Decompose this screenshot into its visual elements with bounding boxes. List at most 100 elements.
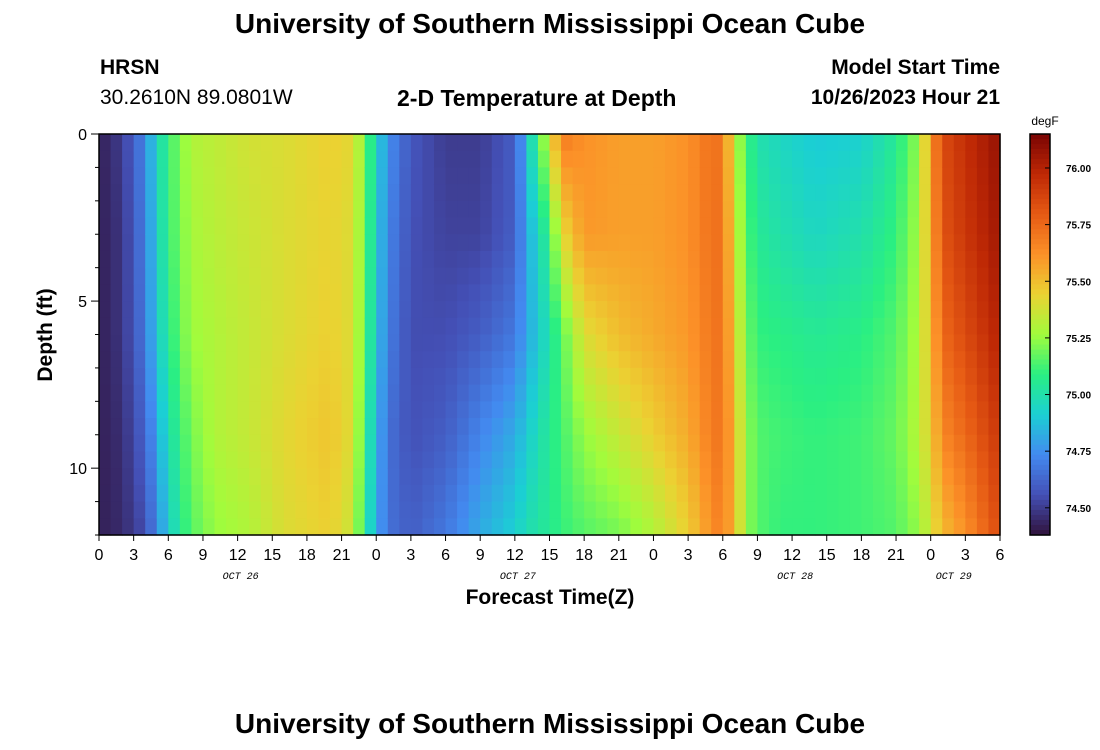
heatmap-cell — [491, 250, 504, 269]
heatmap-cell — [410, 384, 424, 402]
heatmap-cell — [237, 317, 250, 336]
heatmap-cell — [457, 451, 470, 469]
heatmap-cell — [306, 518, 320, 536]
heatmap-cell — [110, 184, 123, 202]
heatmap-cell — [179, 284, 193, 302]
heatmap-cell — [295, 451, 308, 469]
heatmap-cell — [849, 284, 862, 302]
heatmap-cell — [306, 418, 320, 436]
heatmap-cell — [595, 284, 608, 302]
heatmap-cell — [630, 334, 643, 352]
heatmap-cell — [745, 384, 759, 402]
heatmap-cell — [561, 134, 574, 152]
heatmap-cell — [133, 317, 146, 336]
heatmap-cell — [561, 434, 574, 453]
heatmap-cell — [711, 468, 724, 486]
heatmap-cell — [930, 167, 943, 185]
heatmap-cell — [306, 200, 320, 219]
heatmap-cell — [792, 384, 805, 402]
heatmap-cell — [191, 518, 204, 536]
heatmap-cell — [457, 401, 470, 419]
heatmap-cell — [815, 200, 828, 219]
heatmap-cell — [607, 284, 620, 302]
heatmap-cell — [711, 167, 724, 185]
heatmap-cell — [896, 301, 909, 319]
heatmap-cell — [919, 200, 932, 219]
heatmap-cell — [653, 150, 666, 169]
heatmap-cell — [584, 434, 597, 453]
x-tick-label: 12 — [783, 547, 801, 564]
heatmap-cell — [803, 518, 816, 536]
heatmap-cell — [341, 250, 354, 269]
heatmap-cell — [734, 317, 747, 336]
heatmap-cell — [445, 434, 458, 453]
heatmap-cell — [953, 267, 966, 285]
heatmap-cell — [156, 134, 169, 152]
heatmap-cell — [260, 401, 273, 419]
heatmap-cell — [792, 167, 805, 185]
heatmap-cell — [145, 250, 158, 269]
heatmap-cell — [676, 434, 689, 453]
heatmap-cell — [364, 451, 377, 469]
heatmap-cell — [942, 501, 955, 519]
heatmap-cell — [191, 150, 204, 169]
x-tick-label: 0 — [95, 547, 104, 564]
heatmap-cell — [341, 351, 354, 369]
heatmap-cell — [884, 501, 897, 519]
heatmap-cell — [249, 401, 262, 419]
heatmap-cell — [353, 150, 366, 169]
heatmap-cell — [99, 384, 112, 402]
heatmap-cell — [630, 200, 643, 219]
heatmap-cell — [168, 451, 181, 469]
heatmap-cell — [641, 284, 655, 302]
heatmap-cell — [688, 301, 701, 319]
heatmap-cell — [584, 501, 597, 519]
heatmap-cell — [907, 384, 920, 402]
x-tick-label: 3 — [406, 547, 415, 564]
heatmap-cell — [249, 367, 262, 386]
heatmap-cell — [768, 501, 782, 519]
heatmap-cell — [595, 267, 608, 285]
heatmap-cell — [872, 367, 886, 386]
heatmap-cell — [884, 484, 897, 503]
heatmap-cell — [665, 184, 678, 202]
heatmap-cell — [780, 317, 793, 336]
heatmap-cell — [826, 217, 839, 235]
heatmap-cell — [907, 451, 920, 469]
heatmap-cell — [364, 234, 377, 252]
heatmap-cell — [526, 418, 539, 436]
heatmap-cell — [480, 434, 493, 453]
heatmap-cell — [353, 217, 366, 235]
heatmap-cell — [768, 484, 782, 503]
heatmap-cell — [237, 134, 250, 152]
heatmap-cell — [618, 267, 631, 285]
heatmap-cell — [919, 234, 932, 252]
heatmap-cell — [237, 401, 250, 419]
heatmap-cell — [168, 200, 181, 219]
heatmap-cell — [688, 384, 701, 402]
heatmap-cell — [503, 217, 516, 235]
heatmap-cell — [768, 250, 782, 269]
heatmap-cell — [849, 217, 862, 235]
page-title-repeat: University of Southern Mississippi Ocean… — [234, 708, 866, 739]
colorbar-segment — [1030, 369, 1050, 376]
heatmap-cell — [237, 468, 250, 486]
heatmap-cell — [976, 501, 990, 519]
heatmap-cell — [237, 184, 250, 202]
heatmap-cell — [526, 451, 539, 469]
heatmap-cell — [491, 518, 504, 536]
heatmap-cell — [953, 468, 966, 486]
heatmap-cell — [896, 367, 909, 386]
heatmap-cell — [838, 167, 851, 185]
heatmap-cell — [526, 250, 539, 269]
heatmap-cell — [861, 418, 874, 436]
heatmap-cell — [491, 501, 504, 519]
heatmap-cell — [503, 451, 516, 469]
heatmap-cell — [503, 501, 516, 519]
heatmap-cell — [295, 150, 308, 169]
colorbar-segment — [1030, 329, 1050, 336]
y-tick-label: 5 — [78, 294, 87, 311]
heatmap-cell — [595, 301, 608, 319]
heatmap-cell — [561, 501, 574, 519]
heatmap-cell — [722, 434, 735, 453]
